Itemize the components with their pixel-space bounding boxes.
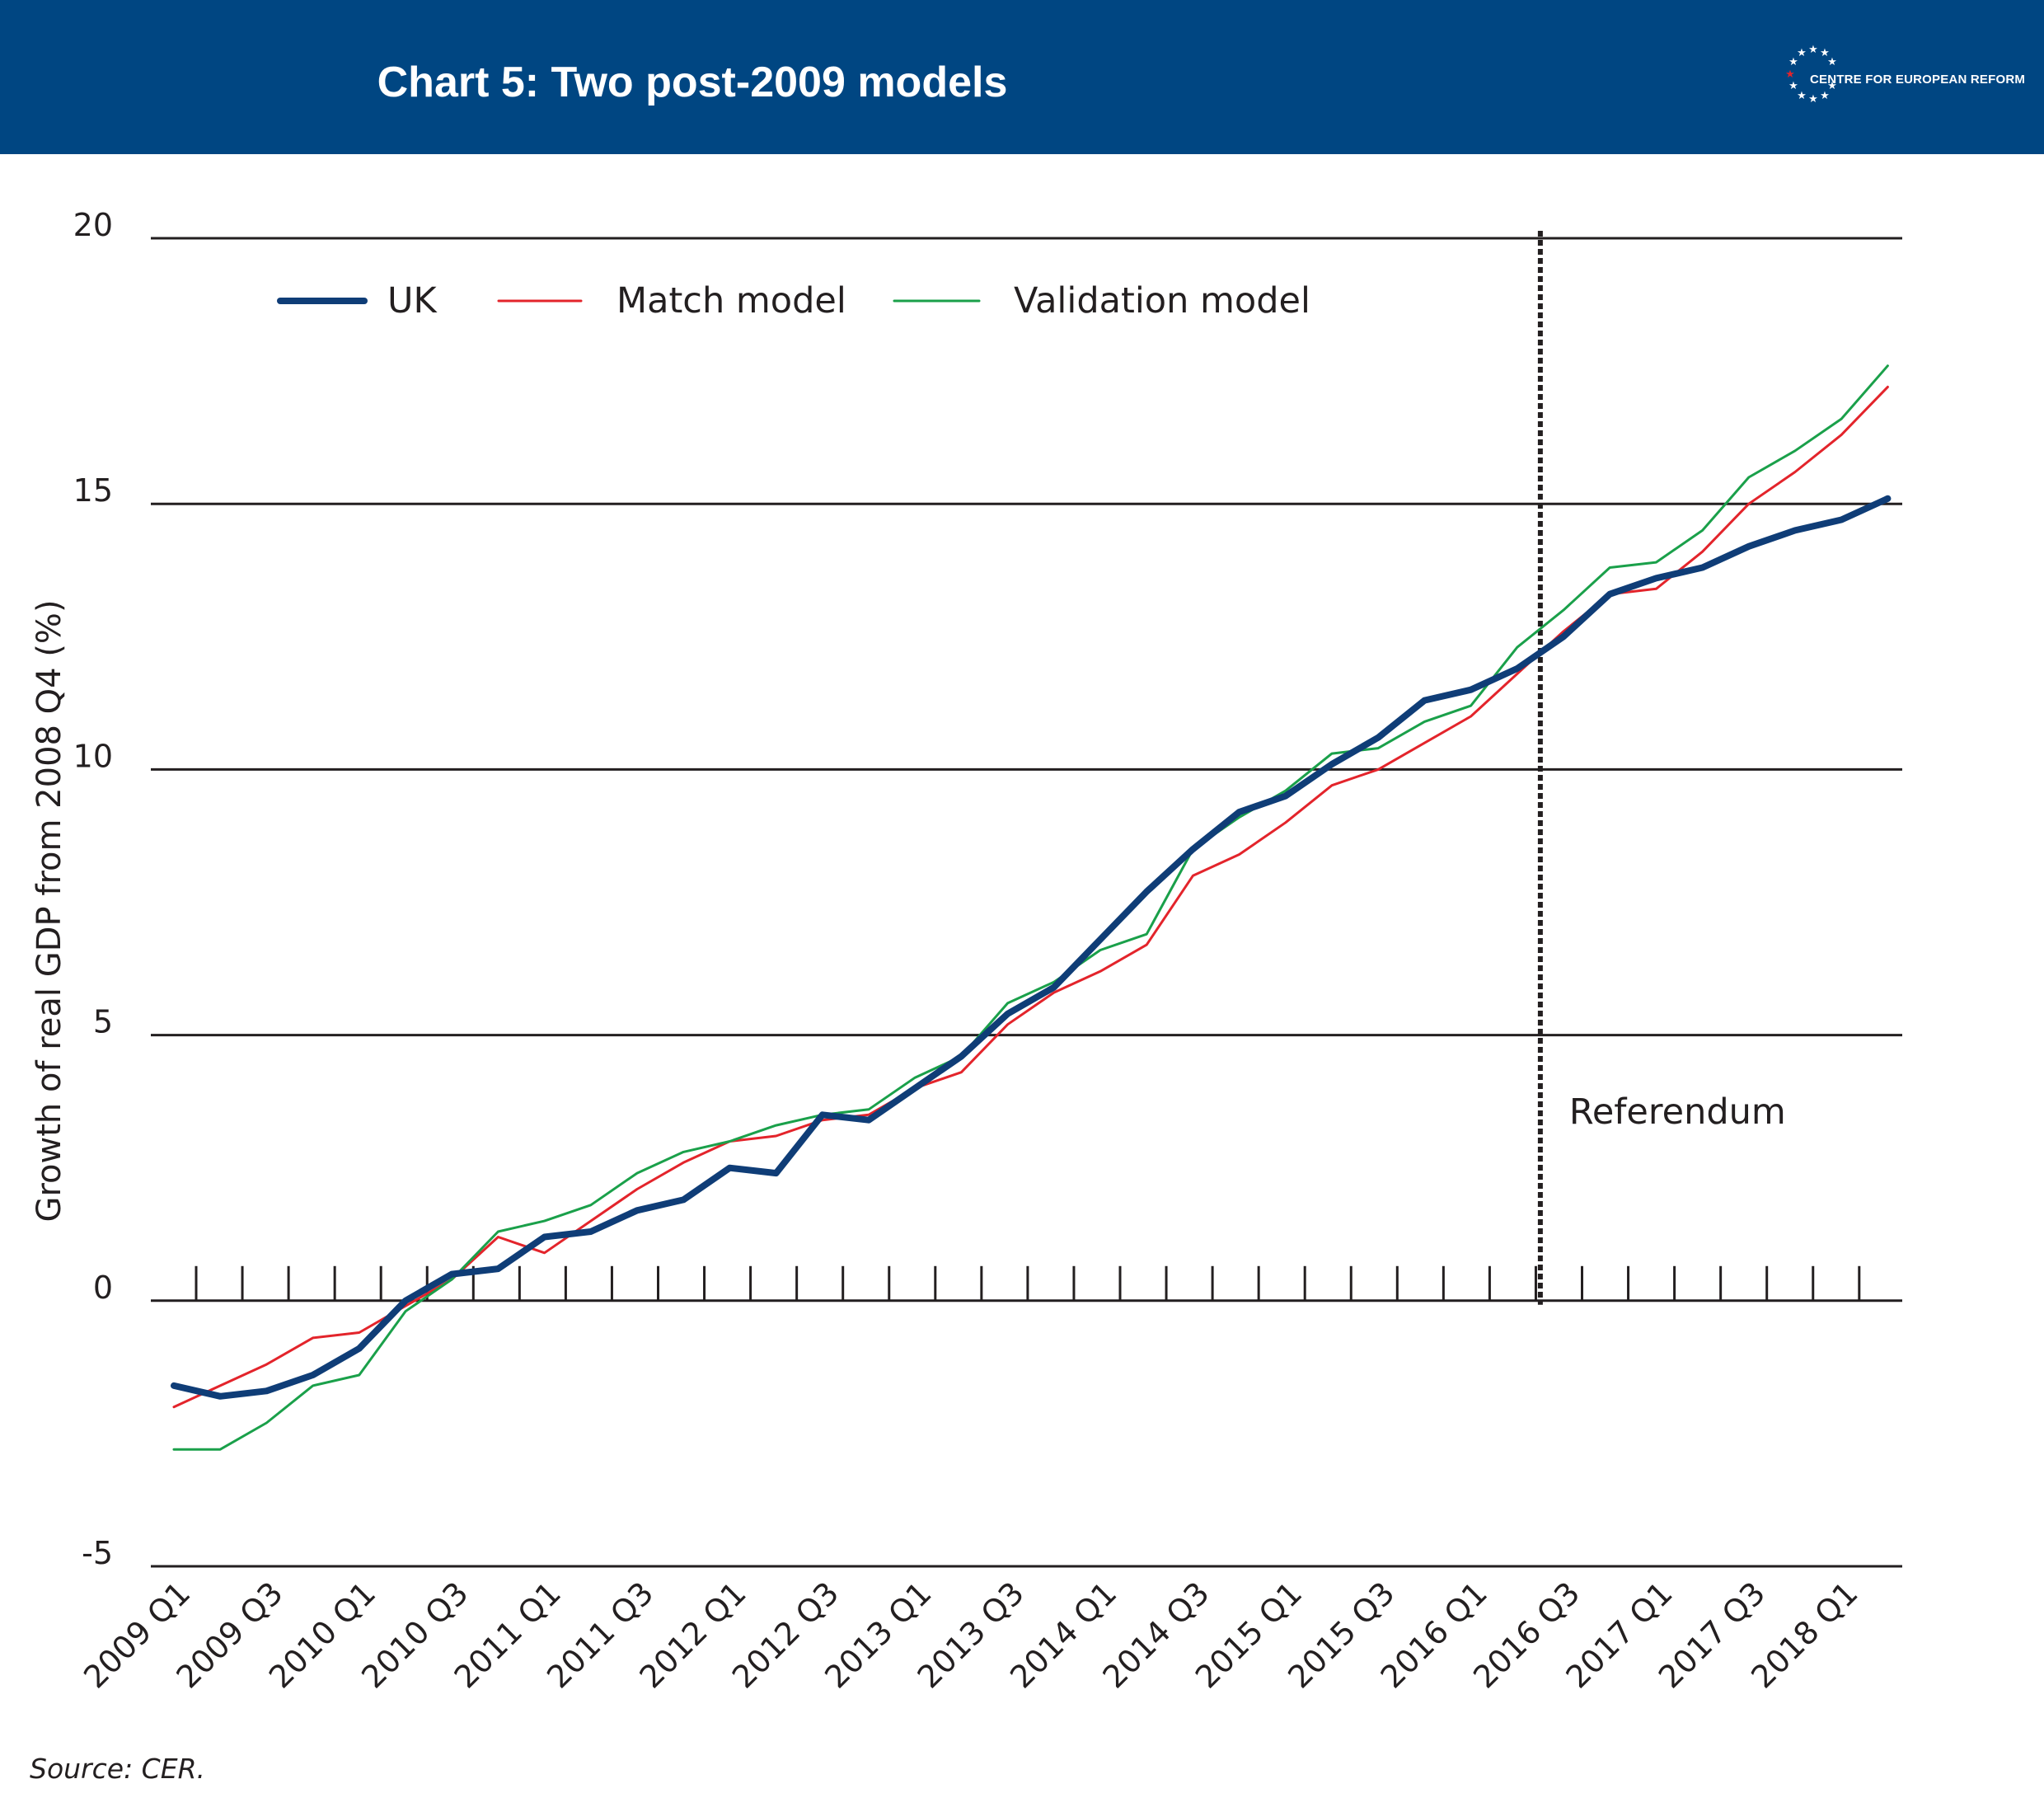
logo-text: CENTRE FOR EUROPEAN REFORM: [1810, 73, 2026, 87]
gridlines: [151, 237, 1902, 1568]
svg-text:★: ★: [1785, 68, 1795, 81]
cer-logo: ★ ★ ★ ★ ★ ★ ★ ★ ★ ★ ★: [1785, 44, 1837, 106]
legend-label-uk: UK: [387, 280, 438, 322]
x-axis: [195, 1265, 1861, 1301]
svg-text:★: ★: [1820, 90, 1830, 102]
svg-text:★: ★: [1797, 90, 1807, 102]
chart-header: Chart 5: Two post-2009 models ★ ★ ★ ★ ★ …: [0, 0, 2044, 154]
series-lines: [171, 364, 1892, 1451]
svg-text:★: ★: [1808, 93, 1818, 106]
svg-text:★: ★: [1797, 47, 1807, 59]
legend-label-match-model: Match model: [616, 280, 846, 322]
y-tick-label-20: 20: [73, 207, 113, 243]
y-tick-label-5: 5: [93, 1004, 113, 1040]
series-line-uk: [171, 495, 1892, 1400]
svg-text:★: ★: [1820, 47, 1830, 59]
y-tick-label-10: 10: [73, 738, 113, 774]
referendum-marker: Referendum: [1537, 231, 1786, 1305]
svg-text:★: ★: [1808, 44, 1818, 56]
legend: UK Match model Validation model: [277, 280, 1310, 322]
source-note: Source: CER.: [30, 1753, 205, 1785]
chart-title: Chart 5: Two post-2009 models: [377, 59, 1008, 106]
referendum-label: Referendum: [1569, 1091, 1786, 1133]
svg-text:★: ★: [1788, 56, 1798, 68]
y-tick-label-15: 15: [73, 472, 113, 509]
legend-label-validation-model: Validation model: [1014, 280, 1310, 322]
y-tick-label--5: -5: [82, 1535, 113, 1571]
y-tick-label-0: 0: [93, 1270, 113, 1306]
star-ring-icon: ★ ★ ★ ★ ★ ★ ★ ★ ★ ★ ★: [1785, 44, 1837, 106]
svg-text:★: ★: [1788, 80, 1798, 92]
svg-text:★: ★: [1827, 80, 1837, 92]
svg-text:★: ★: [1827, 56, 1837, 68]
y-axis-label: Growth of real GDP from 2008 Q4 (%): [30, 599, 68, 1222]
series-line-match-model: [172, 385, 1889, 1409]
y-axis-tick-labels: -5 0 5 10 15 20: [73, 207, 113, 1571]
